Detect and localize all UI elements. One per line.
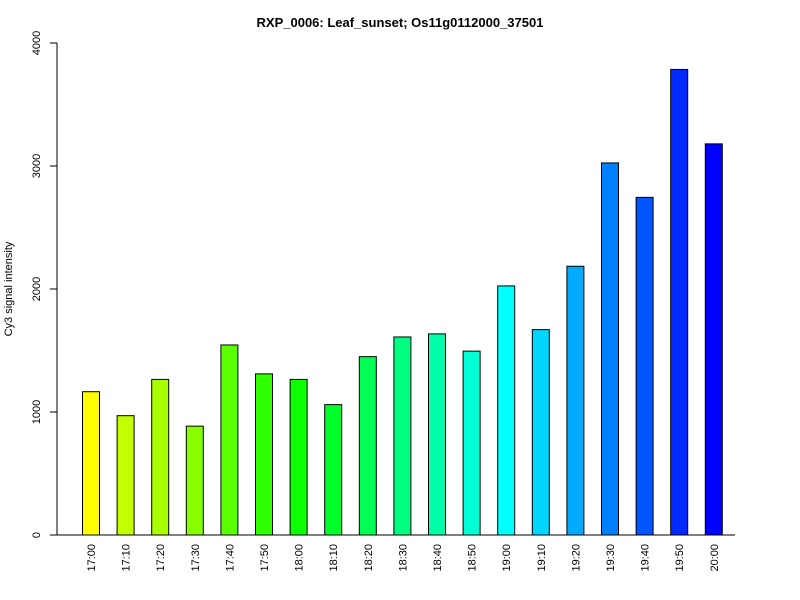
y-axis-label: Cy3 signal intensity [3, 241, 15, 336]
bar-1720 [151, 378, 170, 536]
x-tick-label: 19:50 [674, 544, 686, 572]
x-tick-label: 19:30 [605, 544, 617, 572]
bars [82, 68, 723, 536]
bar-1920 [566, 265, 585, 536]
y-tick-label: 2000 [31, 277, 43, 301]
bar-1950 [670, 68, 689, 536]
x-tick-label: 17:10 [121, 544, 133, 572]
bar-1800 [289, 378, 308, 536]
x-tick-label: 19:00 [501, 544, 513, 572]
bar-1900 [497, 285, 516, 536]
bar-1740 [220, 344, 239, 536]
x-tick-label: 19:20 [570, 544, 582, 572]
x-axis: 17:00 17:10 17:20 17:30 17:40 17:50 18:00 18:10… [57, 534, 735, 572]
bar-1910 [531, 329, 550, 536]
y-tick-label: 3000 [31, 154, 43, 178]
x-tick-label: 18:20 [363, 544, 375, 572]
x-tick-label: 19:40 [640, 544, 652, 572]
x-tick-label: 20:00 [709, 544, 721, 572]
bar-1940 [635, 196, 654, 536]
x-tick-label: 17:20 [155, 544, 167, 572]
bar-1830 [393, 336, 412, 536]
bar-1700 [82, 391, 100, 536]
x-tick-label: 18:40 [432, 544, 444, 572]
bar-1840 [428, 333, 446, 536]
bar-1850 [462, 350, 481, 536]
bar-2000 [704, 143, 723, 536]
x-tick-label: 18:00 [294, 544, 306, 572]
chart-title: RXP_0006: Leaf_sunset; Os11g0112000_3750… [257, 15, 544, 30]
x-tick-label: 19:10 [536, 544, 548, 572]
bar-1750 [255, 373, 273, 536]
y-axis: 0 1000 2000 3000 4000 [31, 31, 58, 538]
x-tick-label: 17:50 [259, 544, 271, 572]
x-tick-label: 18:50 [467, 544, 479, 572]
y-tick-label: 1000 [31, 400, 43, 424]
x-tick-label: 17:30 [190, 544, 202, 572]
x-tick-label: 17:40 [224, 544, 236, 572]
x-tick-label: 18:30 [397, 544, 409, 572]
bar-1730 [185, 425, 204, 536]
y-tick-label: 0 [31, 532, 43, 538]
bar-1930 [601, 162, 619, 536]
bar-1820 [358, 356, 377, 536]
y-tick-label: 4000 [31, 31, 43, 55]
bar-1810 [324, 404, 343, 536]
x-tick-label: 17:00 [86, 544, 98, 572]
bar-1710 [116, 415, 135, 536]
x-tick-label: 18:10 [328, 544, 340, 572]
